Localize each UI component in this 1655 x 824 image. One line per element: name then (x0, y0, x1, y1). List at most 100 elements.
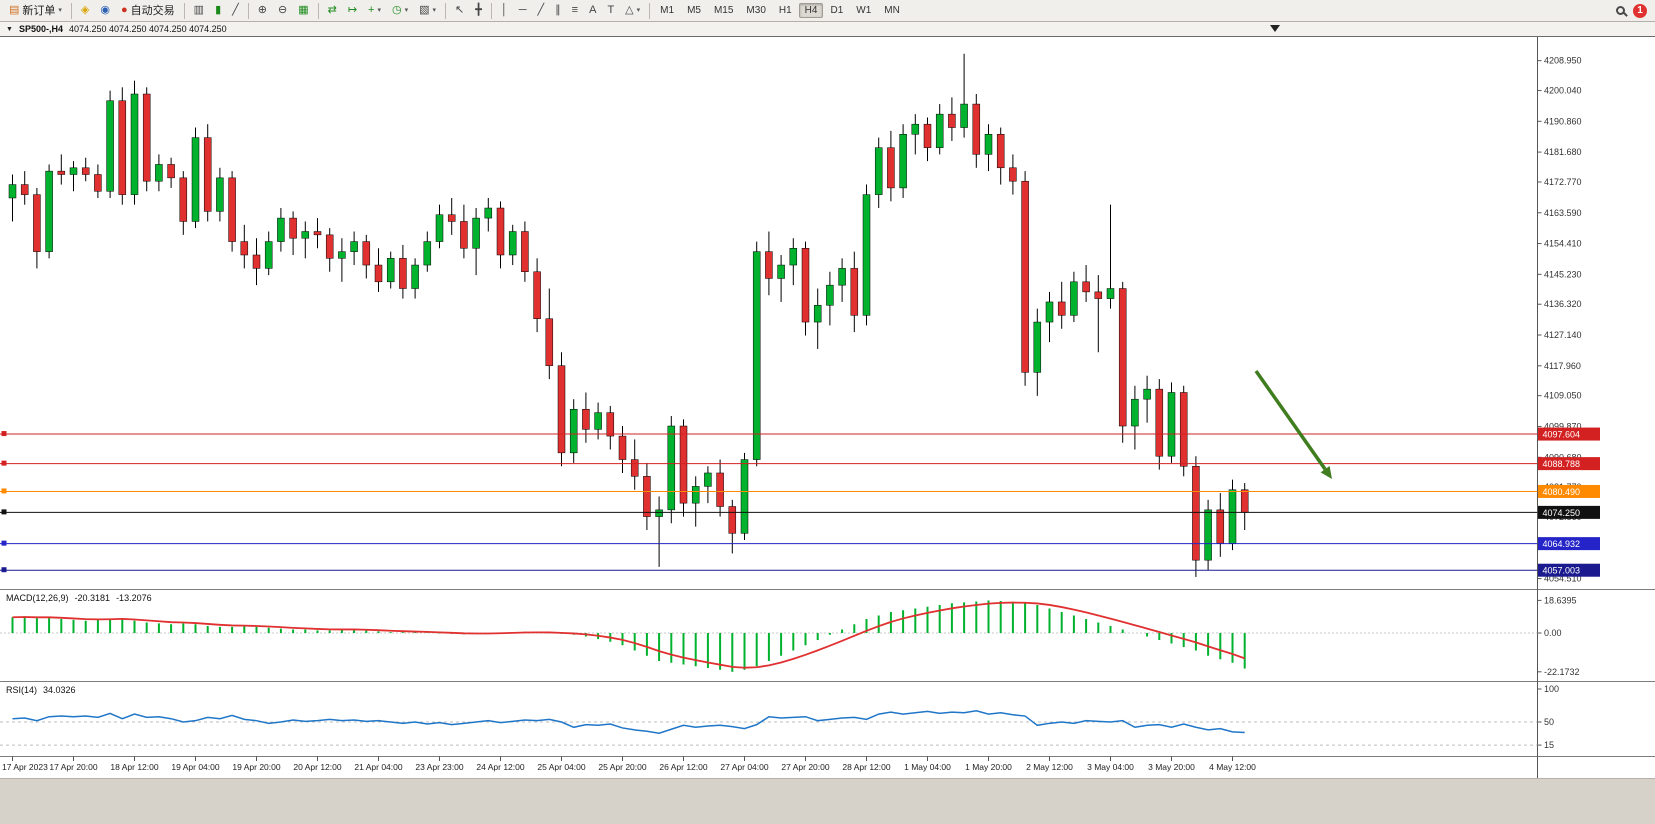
community-button[interactable]: ◉ (95, 3, 115, 18)
svg-text:18 Apr 12:00: 18 Apr 12:00 (110, 762, 158, 772)
toolbar-separator (490, 2, 492, 19)
svg-text:4054.510: 4054.510 (1544, 574, 1582, 584)
svg-text:4097.604: 4097.604 (1543, 430, 1581, 440)
timeframe-group: M1 M5 M15 M30 H1 H4 D1 W1 MN (654, 3, 906, 18)
new-order-label: 新订单 (22, 4, 56, 17)
timeframe-button-m1[interactable]: M1 (660, 5, 675, 16)
tile-windows-icon: ▦ (298, 4, 309, 16)
chart-area[interactable]: 4208.950 4200.040 4190.860 4181.680 4172.770… (0, 37, 1655, 778)
timeframe-button-m30[interactable]: M30 (746, 5, 766, 16)
templates-icon: ▧ (419, 4, 430, 16)
svg-text:1 May 04:00: 1 May 04:00 (904, 762, 951, 772)
timeframe-button-d1[interactable]: D1 (830, 5, 844, 16)
svg-text:25 Apr 04:00: 25 Apr 04:00 (537, 762, 585, 772)
community-icon: ◉ (100, 4, 110, 16)
svg-text:4074.250: 4074.250 (1543, 508, 1581, 518)
chart-title: SP500-,H4 (18, 24, 63, 34)
svg-text:4057.003: 4057.003 (1543, 566, 1581, 576)
templates-button[interactable]: ▧ ▾ (414, 2, 441, 20)
svg-text:23 Apr 23:00: 23 Apr 23:00 (415, 762, 463, 772)
auto-scroll-button[interactable]: ⇄ (323, 3, 342, 18)
svg-text:2 May 12:00: 2 May 12:00 (1026, 762, 1073, 772)
horizontal-line-icon: ─ (518, 4, 527, 16)
svg-text:4 May 12:00: 4 May 12:00 (1209, 762, 1256, 772)
svg-text:4080.490: 4080.490 (1543, 487, 1581, 497)
timeframe-button-w1[interactable]: W1 (856, 5, 872, 16)
chevron-down-icon: ▾ (58, 6, 62, 14)
chart-canvas[interactable]: 4208.950 4200.040 4190.860 4181.680 4172.770… (0, 37, 1655, 778)
new-order-icon: ▤ (9, 4, 20, 16)
svg-text:15: 15 (1544, 740, 1554, 750)
toolbar-right: 1 (1616, 3, 1651, 18)
toolbar-separator (649, 2, 651, 19)
auto-trading-label: 自动交易 (130, 4, 175, 17)
bar-chart-button[interactable]: ▥ (189, 3, 209, 18)
svg-text:3 May 04:00: 3 May 04:00 (1087, 762, 1134, 772)
timeframe-button-h1[interactable]: H1 (778, 5, 792, 16)
label-icon: T (607, 4, 615, 16)
svg-text:4127.140: 4127.140 (1544, 330, 1582, 340)
zoom-in-button[interactable]: ⊕ (253, 3, 272, 18)
vertical-line-button[interactable]: │ (496, 3, 513, 18)
macd-main-value: -20.3181 (74, 593, 111, 603)
label-button[interactable]: T (602, 3, 619, 18)
chevron-down-icon: ▾ (377, 6, 381, 14)
crosshair-icon: ╋ (475, 4, 482, 16)
svg-text:4172.770: 4172.770 (1544, 177, 1582, 187)
new-order-button[interactable]: ▤ 新订单 ▾ (4, 2, 67, 20)
symbol-dropdown-icon[interactable]: ▼ (6, 25, 13, 33)
trendline-button[interactable]: ╱ (533, 3, 550, 18)
bar-chart-icon: ▥ (193, 4, 205, 16)
text-button[interactable]: A (584, 3, 601, 18)
fibonacci-icon: ≡ (571, 4, 579, 16)
svg-text:4154.410: 4154.410 (1544, 239, 1582, 249)
svg-text:4208.950: 4208.950 (1544, 56, 1582, 66)
periods-button[interactable]: ◷ ▾ (387, 2, 413, 20)
zoom-out-button[interactable]: ⊖ (273, 3, 292, 18)
svg-text:50: 50 (1544, 717, 1554, 727)
fibonacci-button[interactable]: ≡ (567, 3, 583, 18)
auto-trading-button[interactable]: ● 自动交易 (116, 2, 180, 20)
macd-name: MACD(12,26,9) (6, 593, 69, 603)
svg-text:27 Apr 20:00: 27 Apr 20:00 (781, 762, 829, 772)
zoom-out-icon: ⊖ (277, 4, 288, 16)
wizard-button[interactable]: ◈ (76, 3, 94, 18)
shapes-button[interactable]: △ ▾ (620, 2, 645, 20)
vertical-line-icon: │ (500, 4, 508, 16)
svg-text:24 Apr 12:00: 24 Apr 12:00 (476, 762, 524, 772)
wizard-icon: ◈ (80, 4, 90, 16)
line-chart-button[interactable]: ╱ (227, 3, 244, 18)
svg-text:4190.860: 4190.860 (1544, 116, 1582, 126)
svg-text:4088.788: 4088.788 (1543, 459, 1581, 469)
timeframe-button-m5[interactable]: M5 (687, 5, 701, 16)
timeframe-button-h4[interactable]: H4 (798, 3, 824, 18)
notification-badge[interactable]: 1 (1633, 3, 1647, 18)
channel-button[interactable]: ∥ (550, 3, 566, 18)
svg-text:4181.680: 4181.680 (1544, 147, 1582, 157)
chart-shift-icon: ↦ (347, 4, 358, 16)
svg-text:3 May 20:00: 3 May 20:00 (1148, 762, 1195, 772)
chart-shift-button[interactable]: ↦ (343, 3, 362, 18)
rsi-value: 34.0326 (43, 685, 76, 695)
svg-text:25 Apr 20:00: 25 Apr 20:00 (598, 762, 646, 772)
horizontal-line-button[interactable]: ─ (514, 3, 532, 18)
text-icon: A (589, 4, 597, 16)
svg-text:4109.050: 4109.050 (1544, 391, 1582, 401)
crosshair-button[interactable]: ╋ (470, 3, 487, 18)
window-bottom-area (0, 778, 1655, 824)
channel-icon: ∥ (555, 4, 561, 16)
search-icon[interactable] (1616, 6, 1625, 15)
candlestick-button[interactable]: ▮ (210, 3, 226, 18)
macd-indicator-label: MACD(12,26,9) -20.3181 -13.2076 (6, 593, 152, 603)
cursor-button[interactable]: ↖ (450, 3, 469, 18)
toolbar: ▤ 新订单 ▾ ◈ ◉ ● 自动交易 ▥ ▮ ╱ ⊕ ⊖ ▦ ⇄ ↦ + ▾ ◷ (0, 0, 1655, 22)
timeframe-button-mn[interactable]: MN (884, 5, 900, 16)
tile-windows-button[interactable]: ▦ (293, 3, 313, 18)
indicators-button[interactable]: + ▾ (363, 2, 386, 20)
shapes-icon: △ (625, 4, 634, 16)
svg-text:0.00: 0.00 (1544, 628, 1562, 638)
timeframe-button-m15[interactable]: M15 (713, 5, 734, 16)
svg-text:4163.590: 4163.590 (1544, 208, 1582, 218)
svg-text:26 Apr 12:00: 26 Apr 12:00 (659, 762, 707, 772)
rsi-name: RSI(14) (6, 685, 38, 695)
